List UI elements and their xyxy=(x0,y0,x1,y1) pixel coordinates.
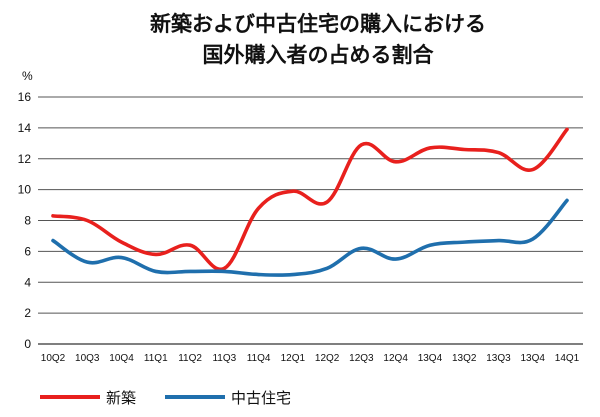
x-tick-label: 13Q2 xyxy=(452,353,477,364)
series-0-point xyxy=(291,189,295,193)
chart-title-line-2: 国外購入者の占める割合 xyxy=(203,43,435,67)
legend-label: 中古住宅 xyxy=(231,389,291,407)
series-1-point xyxy=(120,256,124,260)
series-1-point xyxy=(531,237,535,241)
series-0-point xyxy=(154,253,158,257)
y-tick-label: 14 xyxy=(18,121,32,135)
y-tick-label: 12 xyxy=(18,152,32,166)
x-tick-label: 13Q4 xyxy=(520,353,545,364)
x-tick-label: 14Q1 xyxy=(555,353,580,364)
x-tick-label: 12Q3 xyxy=(349,353,374,364)
x-tick-label: 12Q4 xyxy=(383,353,408,364)
legend-label: 新築 xyxy=(106,389,136,407)
series-1-point xyxy=(462,240,466,244)
series-1-point xyxy=(360,246,364,250)
x-tick-label: 12Q1 xyxy=(281,353,306,364)
x-axis: 10Q2 10Q3 10Q4 11Q1 11Q2 11Q3 11Q4 12Q1 12Q2 12Q3… xyxy=(41,353,580,364)
y-tick-label: 16 xyxy=(18,90,32,104)
y-tick-label: 10 xyxy=(18,183,32,197)
series-1-point xyxy=(565,199,569,203)
x-tick-label: 11Q2 xyxy=(178,353,202,364)
y-tick-label: 8 xyxy=(24,214,31,228)
x-tick-label: 10Q2 xyxy=(41,353,66,364)
series-1-point xyxy=(394,257,398,261)
series-1-point xyxy=(223,270,227,274)
y-axis-unit-label: % xyxy=(22,69,33,83)
x-tick-label: 11Q4 xyxy=(247,353,271,364)
y-tick-label: 0 xyxy=(24,337,31,351)
series-0-point xyxy=(394,160,398,164)
series-lines xyxy=(51,127,569,277)
series-0-point xyxy=(325,200,329,204)
series-line-0 xyxy=(51,127,569,272)
series-0-point xyxy=(85,219,89,223)
series-1-point xyxy=(257,273,261,277)
y-tick-label: 4 xyxy=(24,275,31,289)
series-1-point xyxy=(428,243,432,247)
x-tick-label: 10Q3 xyxy=(75,353,100,364)
gridlines xyxy=(38,96,583,345)
y-tick-label: 6 xyxy=(24,244,31,258)
series-0-point xyxy=(462,148,466,152)
series-0-point xyxy=(565,128,569,132)
y-axis: 0 2 4 6 8 10 12 14 16 xyxy=(18,90,32,351)
x-tick-label: 13Q3 xyxy=(486,353,511,364)
series-0-point xyxy=(360,143,364,147)
x-tick-label: 12Q2 xyxy=(315,353,340,364)
series-0-point xyxy=(188,243,192,247)
series-1-point xyxy=(154,270,158,274)
series-1-point xyxy=(188,270,192,274)
series-0-point xyxy=(428,146,432,150)
y-tick-label: 2 xyxy=(24,306,31,320)
series-1-point xyxy=(497,239,501,243)
series-1-point xyxy=(85,260,89,264)
series-1-point xyxy=(291,273,295,277)
chart-title-line-1: 新築および中古住宅の購入における xyxy=(150,12,486,36)
x-tick-label: 13Q4 xyxy=(418,353,443,364)
series-line-1 xyxy=(51,198,569,277)
series-1-point xyxy=(51,239,55,243)
x-tick-label: 10Q4 xyxy=(109,353,134,364)
series-0-point xyxy=(51,214,55,218)
chart-title: 新築および中古住宅の購入における 国外購入者の占める割合 xyxy=(150,12,486,67)
series-0-point xyxy=(531,168,535,172)
series-0-point xyxy=(257,206,261,210)
series-0-point xyxy=(120,240,124,244)
series-0-point xyxy=(497,151,501,155)
legend: 新築 中古住宅 xyxy=(40,389,291,407)
x-tick-label: 11Q3 xyxy=(212,353,236,364)
series-1-point xyxy=(325,267,329,271)
x-tick-label: 11Q1 xyxy=(144,353,168,364)
